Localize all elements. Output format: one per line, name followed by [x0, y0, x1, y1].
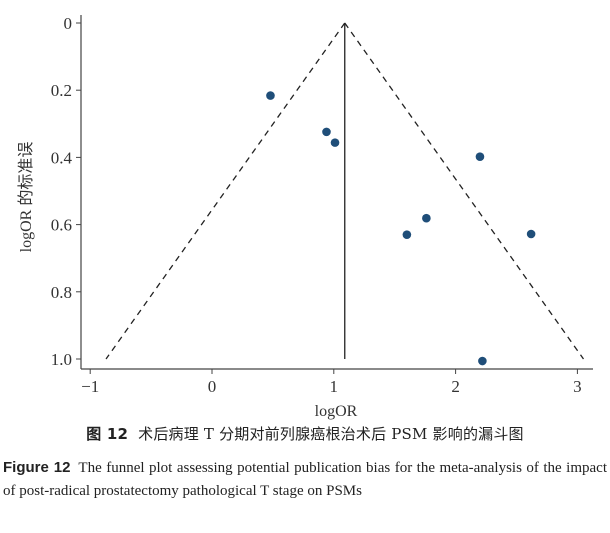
funnel-left-boundary: [105, 22, 346, 360]
x-tick-label: −1: [81, 377, 99, 396]
x-tick-label: 1: [330, 377, 339, 396]
axis-labels: logOR logOR 的标准误: [17, 142, 358, 420]
study-point: [478, 356, 487, 366]
funnel-right-boundary: [344, 22, 585, 360]
caption-cn-label: 图 12: [86, 425, 129, 443]
x-tick-label: 3: [573, 377, 582, 396]
y-tick-label: 0: [64, 14, 73, 33]
study-points: [266, 91, 536, 366]
study-point: [330, 138, 340, 147]
funnel-plot: 0 0.2 0.4 0.6 0.8 1.0 −1 0 1 2 3 logOR logOR 的标准误: [17, 14, 593, 420]
y-axis-title: logOR 的标准误: [17, 142, 35, 253]
study-point: [526, 229, 536, 239]
caption-en-text: The funnel plot assessing potential publ…: [3, 460, 607, 499]
study-point: [266, 91, 275, 100]
caption-en-label: Figure 12: [3, 459, 71, 476]
y-tick-label: 0.4: [51, 148, 73, 167]
y-tick-label: 1.0: [51, 350, 72, 369]
y-tick-label: 0.6: [51, 216, 72, 235]
y-tick-label: 0.2: [51, 81, 72, 100]
study-point: [322, 127, 331, 137]
x-tick-label: 0: [208, 377, 217, 396]
study-point: [402, 230, 412, 239]
x-tick-label: 2: [451, 377, 460, 396]
study-point: [475, 152, 485, 162]
y-tick-label: 0.8: [51, 283, 72, 302]
x-axis-title: logOR: [315, 403, 358, 420]
study-point: [422, 213, 431, 223]
funnel-lines: [105, 22, 585, 360]
caption-cn-text: 术后病理 T 分期对前列腺癌根治术后 PSM 影响的漏斗图: [138, 425, 524, 443]
caption-chinese: 图 12 术后病理 T 分期对前列腺癌根治术后 PSM 影响的漏斗图: [0, 423, 610, 444]
caption-english: Figure 12 The funnel plot assessing poten…: [3, 456, 607, 503]
axes: 0 0.2 0.4 0.6 0.8 1.0 −1 0 1 2 3: [51, 14, 593, 396]
